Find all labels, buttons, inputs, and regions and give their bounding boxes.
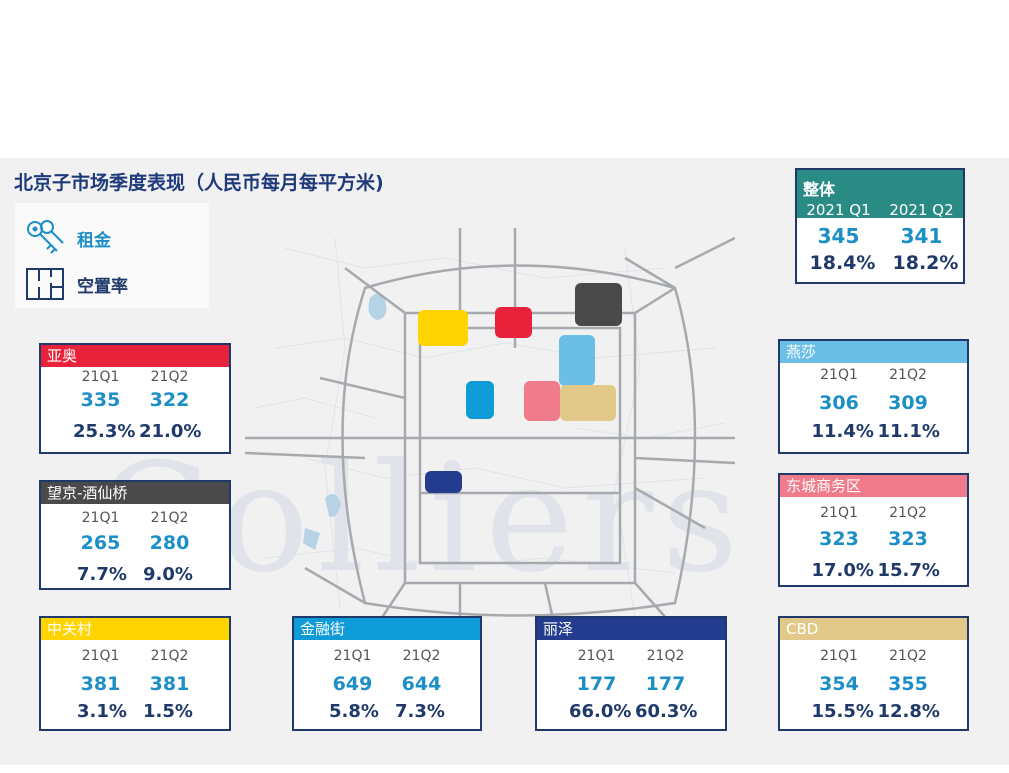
q2-label: 21Q2 xyxy=(150,369,189,385)
card-title: 亚奥 xyxy=(41,345,229,367)
vacancy-q2: 7.3% xyxy=(395,701,445,722)
legend-vacancy-label: 空置率 xyxy=(77,276,128,297)
vacancy-q2: 1.5% xyxy=(143,701,193,722)
overall-header: 整体 2021 Q1 2021 Q2 xyxy=(797,170,963,219)
overall-q1-label: 2021 Q1 xyxy=(806,201,871,219)
rent-q2: 644 xyxy=(401,673,442,695)
overall-card: 整体 2021 Q1 2021 Q2 345 341 18.4% 18.2% xyxy=(795,168,965,284)
rent-q1: 354 xyxy=(819,673,859,695)
q2-label: 21Q2 xyxy=(402,648,441,664)
legend-rent-label: 租金 xyxy=(77,230,111,251)
card-wangjing: 望京-酒仙桥 21Q1 21Q2 265 280 7.7% 9.0% xyxy=(39,480,231,590)
q1-label: 21Q1 xyxy=(820,505,858,521)
card-yaao: 亚奥 21Q1 21Q2 335 322 25.3% 21.0% xyxy=(39,343,231,454)
q1-label: 21Q1 xyxy=(820,367,858,383)
card-title: 金融街 xyxy=(294,618,480,640)
rent-q2: 381 xyxy=(149,673,190,695)
card-financial-street: 金融街 21Q1 21Q2 649 644 5.8% 7.3% xyxy=(292,616,482,731)
q1-label: 21Q1 xyxy=(81,648,120,664)
q2-label: 21Q2 xyxy=(150,648,189,664)
marker-lize[interactable] xyxy=(425,471,462,493)
q1-label: 21Q1 xyxy=(577,648,616,664)
vacancy-q2: 9.0% xyxy=(143,564,193,585)
rent-q1: 306 xyxy=(819,392,859,414)
card-title: 燕莎 xyxy=(780,341,967,363)
rent-q1: 335 xyxy=(80,389,121,411)
q1-label: 21Q1 xyxy=(820,648,858,664)
card-cbd: CBD 21Q1 21Q2 354 355 15.5% 12.8% xyxy=(778,616,969,731)
rent-q1: 177 xyxy=(576,673,617,695)
beijing-road-map xyxy=(245,228,735,628)
q2-label: 21Q2 xyxy=(150,510,189,526)
q2-label: 21Q2 xyxy=(889,367,927,383)
vacancy-q1: 17.0% xyxy=(811,560,874,581)
rent-q1: 649 xyxy=(332,673,373,695)
card-title: 丽泽 xyxy=(537,618,725,640)
rent-q2: 177 xyxy=(645,673,686,695)
overall-q2-label: 2021 Q2 xyxy=(889,201,954,219)
q2-label: 21Q2 xyxy=(889,505,927,521)
card-title: 望京-酒仙桥 xyxy=(41,482,229,504)
vacancy-q1: 25.3% xyxy=(73,421,136,442)
q2-label: 21Q2 xyxy=(646,648,685,664)
vacancy-q2: 21.0% xyxy=(139,421,202,442)
rent-q2: 322 xyxy=(149,389,190,411)
overall-title: 整体 xyxy=(803,180,836,199)
page-title: 北京子市场季度表现（人民币每月每平方米) xyxy=(14,172,384,194)
overall-rent-q1: 345 xyxy=(817,224,860,248)
overall-rent-q2: 341 xyxy=(900,224,943,248)
vacancy-q1: 5.8% xyxy=(329,701,379,722)
key-icon xyxy=(27,220,64,254)
rent-q1: 265 xyxy=(80,532,121,554)
card-zhongguancun: 中关村 21Q1 21Q2 381 381 3.1% 1.5% xyxy=(39,616,231,731)
vacancy-q2: 12.8% xyxy=(877,701,940,722)
overall-vacancy-q2: 18.2% xyxy=(892,252,959,274)
vacancy-q1: 11.4% xyxy=(811,421,874,442)
card-dongcheng: 东城商务区 21Q1 21Q2 323 323 17.0% 15.7% xyxy=(778,473,969,587)
rent-q1: 323 xyxy=(819,528,859,550)
marker-dongcheng[interactable] xyxy=(524,381,560,421)
legend-vacancy: 空置率 xyxy=(25,267,128,301)
marker-yansha[interactable] xyxy=(559,335,595,386)
rent-q2: 280 xyxy=(149,532,190,554)
card-yansha: 燕莎 21Q1 21Q2 306 309 11.4% 11.1% xyxy=(778,339,969,454)
card-title: 中关村 xyxy=(41,618,229,640)
marker-cbd[interactable] xyxy=(560,385,616,421)
card-lize: 丽泽 21Q1 21Q2 177 177 66.0% 60.3% xyxy=(535,616,727,731)
rent-q1: 381 xyxy=(80,673,121,695)
vacancy-q1: 15.5% xyxy=(811,701,874,722)
legend-box: 租金 空置率 xyxy=(15,203,209,308)
legend-rent: 租金 xyxy=(25,219,111,257)
marker-zhongguancun[interactable] xyxy=(418,310,468,346)
card-title: CBD xyxy=(780,618,967,640)
q1-label: 21Q1 xyxy=(81,510,120,526)
vacancy-q1: 7.7% xyxy=(77,564,127,585)
rent-q2: 309 xyxy=(888,392,928,414)
vacancy-q2: 60.3% xyxy=(635,701,698,722)
card-title: 东城商务区 xyxy=(780,475,967,497)
q1-label: 21Q1 xyxy=(81,369,120,385)
q2-label: 21Q2 xyxy=(889,648,927,664)
q1-label: 21Q1 xyxy=(333,648,372,664)
rent-q2: 323 xyxy=(888,528,928,550)
marker-wangjing[interactable] xyxy=(575,283,622,326)
vacancy-q1: 66.0% xyxy=(569,701,632,722)
vacancy-q2: 15.7% xyxy=(877,560,940,581)
rent-q2: 355 xyxy=(888,673,928,695)
vacancy-q2: 11.1% xyxy=(877,421,940,442)
marker-financial-street[interactable] xyxy=(466,381,494,419)
overall-vacancy-q1: 18.4% xyxy=(809,252,876,274)
marker-yaao[interactable] xyxy=(495,307,532,338)
floorplan-icon xyxy=(26,268,64,300)
vacancy-q1: 3.1% xyxy=(77,701,127,722)
